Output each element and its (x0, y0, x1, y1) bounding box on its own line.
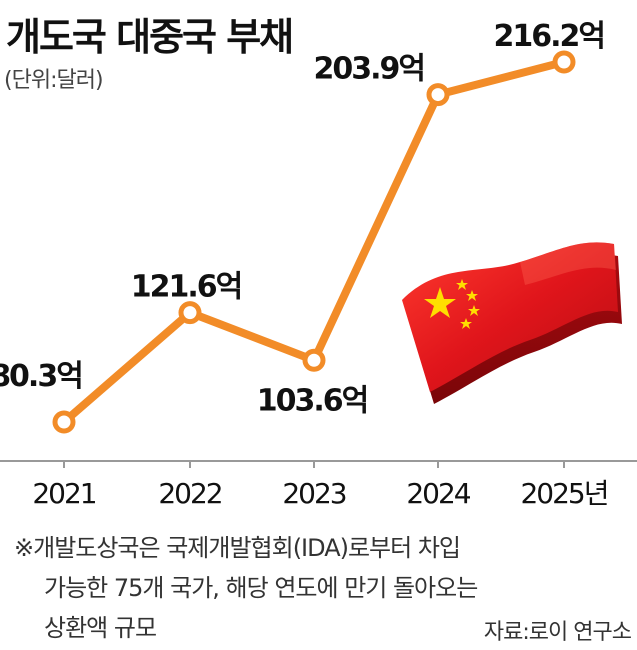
value-label: 103.6억 (257, 383, 368, 418)
value-label: 121.6억 (131, 270, 242, 305)
flag-star-small (460, 318, 472, 329)
x-tick-label: 2025년 (520, 477, 607, 510)
source-label: 자료:로이 연구소 (483, 620, 632, 645)
data-point (52, 410, 76, 434)
data-point (302, 348, 326, 372)
flag-star-large (424, 287, 456, 318)
value-label: 203.9억 (314, 52, 425, 87)
line-chart: 80.3억 121.6억 103.6억 203.9억 216.2억 2021 2022 20… (0, 19, 637, 510)
x-tick-label: 2023 (282, 477, 345, 510)
unit-label: (단위:달러) (4, 68, 104, 93)
footnote-line: 상환액 규모 (44, 614, 157, 642)
x-tick-label: 2024 (406, 477, 470, 510)
footnote-line: ※개발도상국은 국제개발협회(IDA)로부터 차입 (14, 534, 461, 562)
footnote: ※개발도상국은 국제개발협회(IDA)로부터 차입 가능한 75개 국가, 해당… (14, 528, 634, 648)
footnote-line: 가능한 75개 국가, 해당 연도에 만기 돌아오는 (44, 574, 478, 602)
flag-star-small (468, 305, 480, 316)
data-point (552, 50, 576, 74)
value-label: 216.2억 (494, 19, 605, 54)
page-title: 개도국 대중국 부채 (6, 15, 294, 59)
flag-star-small (466, 290, 478, 301)
china-flag-icon (402, 242, 622, 404)
flag-star-small (456, 279, 468, 290)
x-tick-label: 2022 (158, 477, 221, 510)
data-point (426, 83, 450, 107)
x-tick-label: 2021 (32, 477, 95, 510)
value-label: 80.3억 (0, 359, 82, 394)
data-point (178, 301, 202, 325)
